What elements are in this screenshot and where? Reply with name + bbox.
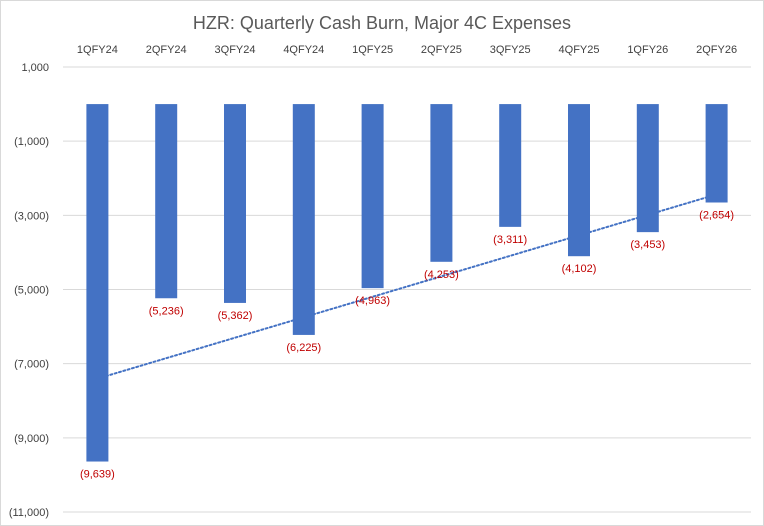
data-label: (3,453) (630, 239, 665, 251)
y-tick-label: (1,000) (14, 136, 49, 148)
trendline (96, 193, 718, 380)
data-label: (3,311) (493, 234, 527, 246)
data-label: (5,362) (218, 310, 253, 322)
data-label: (4,963) (355, 295, 390, 307)
y-tick-label: (11,000) (9, 507, 49, 519)
category-label: 1QFY24 (77, 44, 118, 56)
y-axis-ticks: 1,000 (1,000) (3,000) (5,000) (7,000) (9,000)… (9, 62, 49, 519)
trendline-layer (96, 193, 718, 380)
y-tick-label: (7,000) (14, 359, 49, 371)
category-label: 3QFY24 (215, 44, 256, 56)
data-label: (5,236) (149, 305, 184, 317)
data-labels: (9,639) (5,236) (5,362) (6,225) (4,963) (4,25… (80, 210, 734, 481)
bars (86, 104, 728, 462)
y-tick-label: 1,000 (21, 62, 49, 74)
grid-layer (63, 66, 751, 513)
category-label: 1QFY25 (352, 44, 393, 56)
category-label: 2QFY25 (421, 44, 462, 56)
y-tick-label: (5,000) (14, 285, 49, 297)
data-label: (4,253) (424, 269, 459, 281)
bar (636, 104, 659, 233)
bar (86, 104, 109, 462)
data-label: (9,639) (80, 469, 115, 481)
bar (155, 104, 178, 299)
bar (224, 104, 246, 303)
bar (361, 104, 384, 289)
data-label: (6,225) (286, 342, 321, 354)
bar (705, 104, 728, 203)
category-label: 3QFY25 (490, 44, 531, 56)
category-label: 4QFY25 (559, 44, 600, 56)
bar (568, 104, 590, 257)
chart-title: HZR: Quarterly Cash Burn, Major 4C Expen… (193, 13, 571, 33)
bar (430, 104, 453, 262)
category-label: 2QFY24 (146, 44, 187, 56)
category-axis: 1QFY24 2QFY24 3QFY24 4QFY24 1QFY25 2QFY25 3QFY… (77, 44, 737, 56)
bar (292, 104, 315, 335)
y-tick-label: (9,000) (14, 433, 49, 445)
category-label: 4QFY24 (283, 44, 324, 56)
bar (499, 104, 522, 227)
data-label: (2,654) (699, 210, 734, 222)
category-label: 2QFY26 (696, 44, 737, 56)
category-label: 1QFY26 (627, 44, 668, 56)
y-tick-label: (3,000) (14, 210, 49, 222)
data-label: (4,102) (562, 263, 597, 275)
